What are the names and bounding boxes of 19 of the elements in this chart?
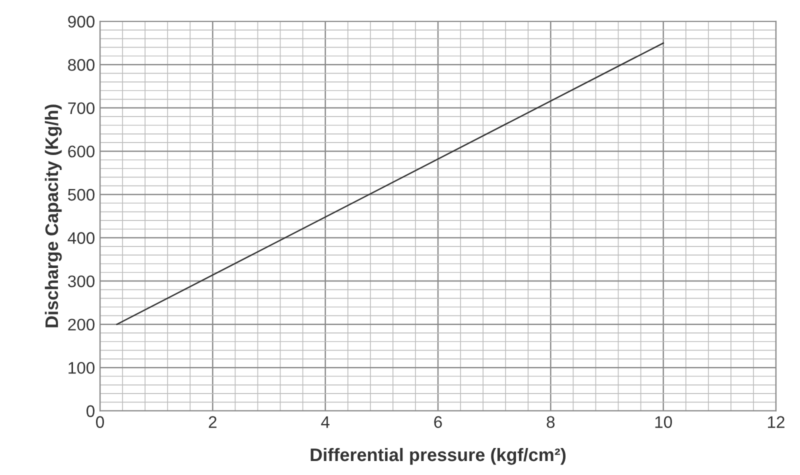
y-tick-label: 300 (68, 275, 94, 288)
x-tick-label: 12 (768, 416, 784, 428)
x-tick-label: 8 (546, 416, 555, 428)
y-tick-label: 0 (86, 405, 94, 418)
y-tick-label: 700 (68, 102, 94, 114)
y-tick-label: 900 (68, 16, 94, 28)
y-tick-label: 800 (68, 59, 94, 71)
y-tick-label: 600 (68, 146, 94, 158)
y-tick-label: 200 (68, 318, 94, 331)
x-tick-label: 0 (96, 416, 104, 428)
x-axis-title: Differential pressure (kgf/cm²) (310, 448, 566, 465)
y-tick-label: 500 (68, 188, 94, 201)
y-axis-title: Discharge Capacity (Kg/h) (44, 104, 62, 328)
x-tick-label: 4 (321, 416, 330, 428)
y-tick-label: 400 (68, 232, 94, 244)
x-tick-label: 6 (434, 416, 442, 428)
x-tick-label: 10 (655, 416, 672, 428)
y-tick-label: 100 (68, 362, 94, 374)
x-tick-label: 2 (208, 416, 216, 428)
